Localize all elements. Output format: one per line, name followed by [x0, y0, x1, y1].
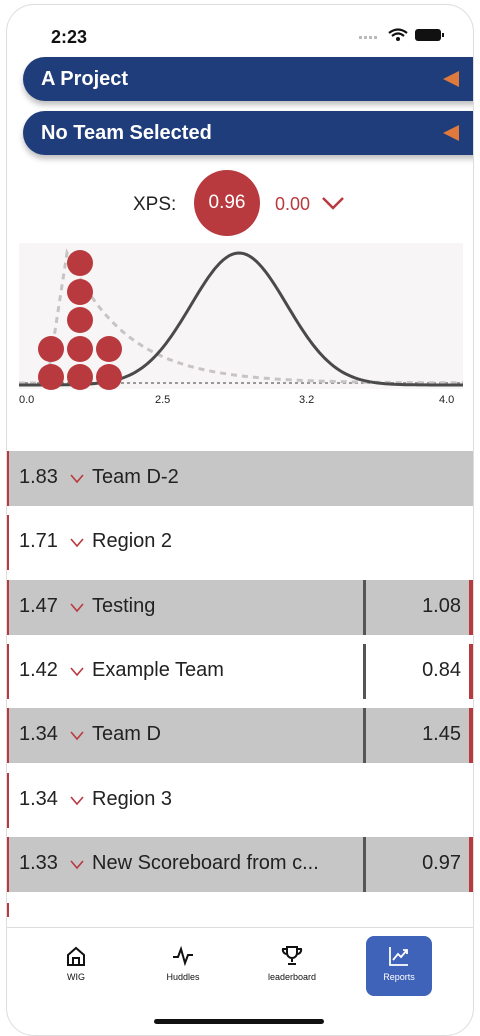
chevron-line — [70, 474, 84, 484]
phone-screen: 2:23 A Project No Team Selected XPS: 0.96… — [6, 4, 474, 1036]
row-marker — [469, 643, 473, 699]
row-name: New Scoreboard from c... — [92, 851, 319, 874]
row-marker — [7, 836, 9, 892]
chevron-line — [70, 603, 84, 612]
row-score: 1.34 — [19, 723, 58, 746]
trend-chevron — [70, 795, 84, 805]
trend-chevron — [70, 860, 84, 870]
trend-chevron — [70, 538, 84, 548]
row-edge — [7, 903, 9, 917]
tab-label: leaderboard — [267, 972, 317, 982]
selector[interactable]: A Project — [23, 57, 473, 101]
dot — [38, 336, 64, 362]
row-score: 1.42 — [19, 658, 58, 681]
row-name: Testing — [92, 594, 156, 617]
chevron-line — [70, 538, 84, 548]
row-marker — [7, 515, 9, 571]
team-row[interactable]: 1.83 Team D-2 — [7, 451, 473, 506]
row-marker — [7, 579, 9, 635]
dot — [67, 279, 93, 305]
row-value: 0.84 — [422, 658, 461, 681]
row-score: 1.33 — [19, 851, 58, 874]
tab-label: WIG — [67, 972, 85, 982]
row-score: 1.47 — [19, 594, 58, 617]
row-marker — [469, 708, 473, 764]
tab-bar: WIG Huddles leaderboard Reports — [7, 927, 473, 1008]
normal-curve — [19, 251, 463, 387]
selector[interactable]: No Team Selected — [23, 111, 473, 155]
tab[interactable]: leaderboard — [259, 936, 325, 996]
selector-label: No Team Selected — [41, 122, 212, 144]
team-row[interactable]: 1.47 Testing 1.08 — [7, 579, 473, 635]
team-row[interactable]: 1.33 New Scoreboard from c... 0.97 — [7, 836, 473, 892]
dropdown-arrow — [443, 125, 459, 141]
selector-label: A Project — [41, 68, 129, 90]
row-value: 0.97 — [422, 851, 461, 874]
tab-icon — [389, 947, 408, 966]
tab-label: Reports — [383, 972, 415, 982]
row-name: Region 3 — [92, 787, 173, 810]
row-marker — [7, 708, 9, 764]
tab-icon — [67, 946, 85, 966]
tab[interactable]: WIG — [43, 936, 109, 996]
row-divider — [363, 836, 366, 892]
status-time: 2:23 — [51, 27, 88, 47]
row-value: 1.08 — [422, 594, 461, 617]
dot — [96, 364, 122, 390]
dashed-curve — [19, 247, 463, 385]
trend-chevron — [70, 603, 84, 612]
row-marker — [7, 772, 9, 828]
trend-chevron — [70, 731, 84, 741]
row-marker — [7, 451, 9, 506]
dot — [67, 336, 93, 362]
tab-icon — [281, 946, 303, 965]
row-divider — [363, 643, 366, 699]
row-score: 1.71 — [19, 530, 58, 553]
tab-label: Huddles — [166, 972, 200, 982]
dot — [67, 364, 93, 390]
trend-chevron — [70, 474, 84, 484]
tab-icon — [173, 945, 193, 967]
row-name: Team D — [92, 723, 161, 746]
xps-change: 0.00 — [275, 194, 311, 214]
chevron-line — [70, 731, 84, 741]
row-divider — [363, 579, 366, 635]
row-value: 1.45 — [422, 723, 461, 746]
row-divider — [363, 708, 366, 764]
dot — [67, 250, 93, 276]
dropdown-arrow — [443, 71, 459, 87]
row-marker — [7, 643, 9, 699]
tab[interactable]: Reports — [366, 936, 432, 996]
team-row[interactable]: 1.34 Region 3 — [7, 772, 473, 828]
axis-label: 4.0 — [439, 394, 455, 406]
row-marker — [469, 579, 473, 635]
chevron-line — [70, 860, 84, 870]
team-row[interactable]: 1.71 Region 2 — [7, 515, 473, 571]
tab[interactable]: Huddles — [150, 936, 216, 996]
row-marker — [469, 836, 473, 892]
status-icons — [359, 28, 444, 41]
xps-value: 0.96 — [194, 170, 260, 236]
row-score: 1.83 — [19, 466, 58, 488]
axis-label: 0.0 — [19, 394, 35, 406]
team-row[interactable]: 1.42 Example Team 0.84 — [7, 643, 473, 699]
row-name: Team D-2 — [92, 466, 179, 488]
row-score: 1.34 — [19, 787, 58, 810]
chevron-line — [70, 795, 84, 805]
trend-chevron — [70, 667, 84, 677]
distribution-plot — [19, 243, 463, 390]
dot — [96, 336, 122, 362]
chevron-line — [70, 667, 84, 677]
team-row[interactable]: 1.34 Team D 1.45 — [7, 708, 473, 764]
dot — [38, 364, 64, 390]
xps-chevron — [322, 197, 344, 210]
axis-label: 3.2 — [299, 394, 315, 406]
home-indicator — [154, 1019, 324, 1024]
row-name: Region 2 — [92, 530, 173, 553]
xps-label: XPS: — [133, 194, 177, 215]
dot — [67, 307, 93, 333]
row-name: Example Team — [92, 658, 224, 681]
axis-label: 2.5 — [155, 394, 171, 406]
